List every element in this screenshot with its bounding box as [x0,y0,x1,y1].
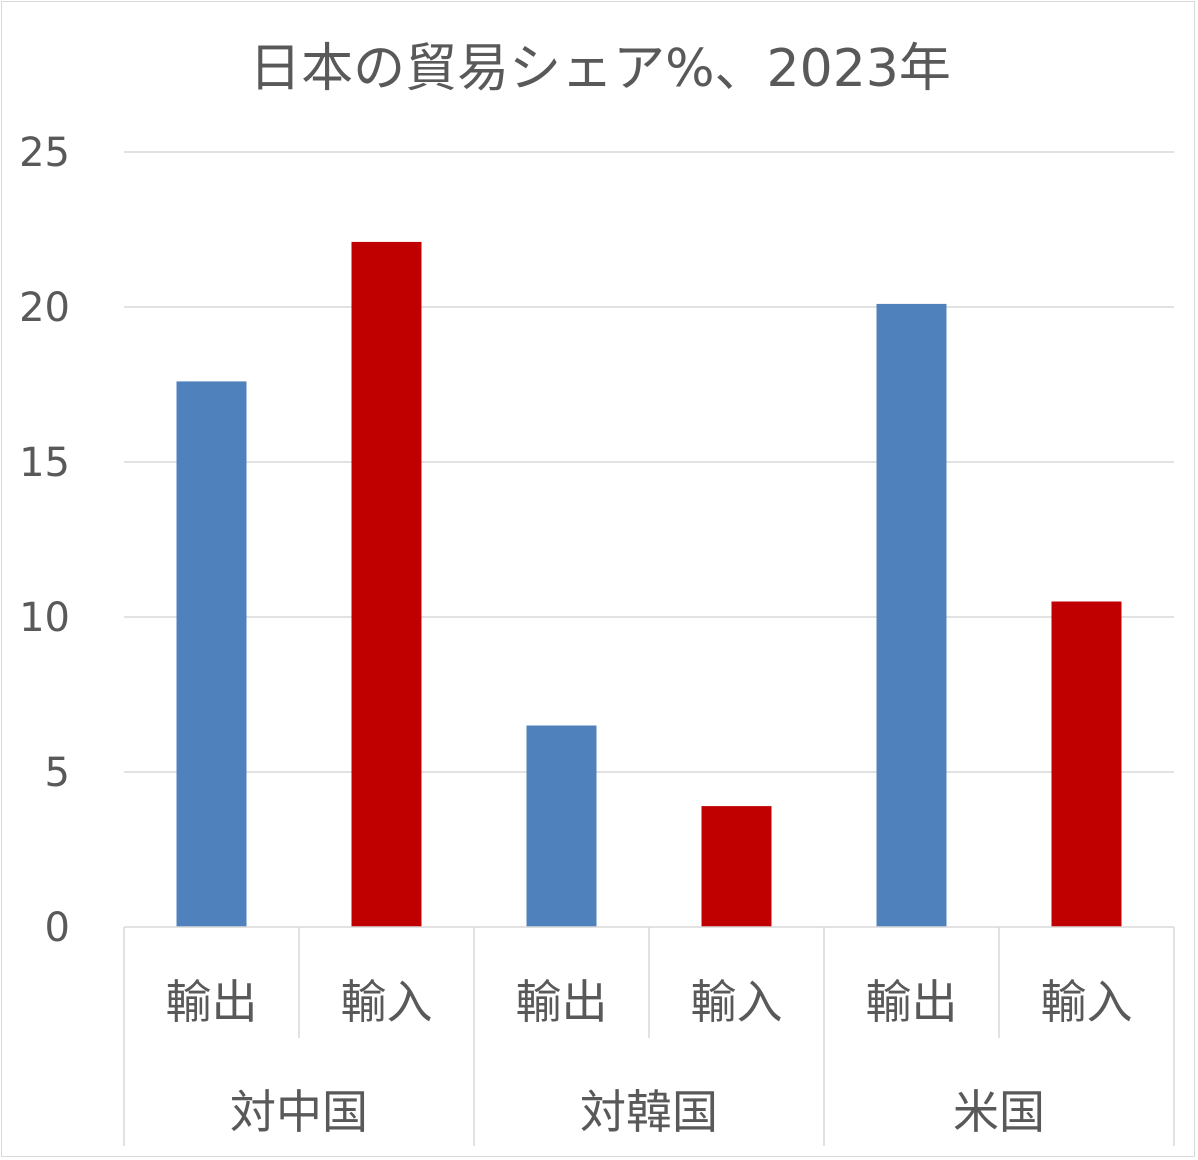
category-label: 輸入 [341,975,433,1029]
bar-import-2 [1051,601,1122,927]
bar-import-0 [351,241,422,927]
y-tick-label: 15 [19,440,70,486]
group-label: 対韓国 [580,1085,718,1139]
y-axis-ticks: 0 5 10 15 20 25 [19,130,70,951]
chart-title: 日本の貿易シェア%、2023年 [249,39,951,99]
y-tick-label: 20 [19,285,70,331]
y-tick-label: 10 [19,595,70,641]
category-label: 輸出 [866,975,958,1029]
bar-export-0 [176,381,247,927]
bar-import-1 [701,806,772,927]
y-tick-label: 0 [45,905,70,951]
group-label: 米国 [953,1085,1045,1139]
bar-export-2 [876,303,947,927]
group-label: 対中国 [230,1085,368,1139]
gridlines [124,151,1174,773]
category-label: 輸出 [166,975,258,1029]
y-tick-label: 5 [45,750,70,796]
category-label: 輸入 [1041,975,1133,1029]
bars [176,241,1122,927]
category-label: 輸出 [516,975,608,1029]
category-label: 輸入 [691,975,783,1029]
y-tick-label: 25 [19,130,70,176]
bar-export-1 [526,725,597,927]
